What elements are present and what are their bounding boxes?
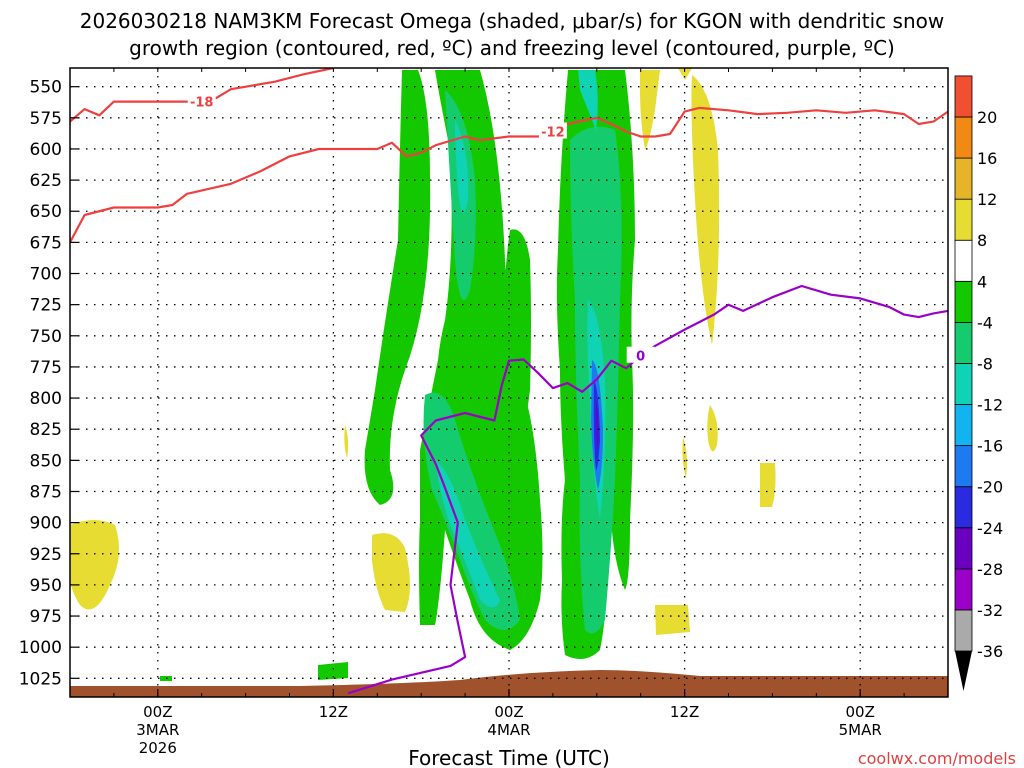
colorbar-swatch	[954, 527, 973, 570]
y-axis-ticks: 550 575 600 625 650 675 700 725 750 775 800 825 850 8…	[19, 78, 78, 689]
colorbar-tick-label: 8	[977, 231, 987, 250]
colorbar-min-arrow	[955, 651, 972, 691]
y-tick-label: 650	[30, 202, 62, 222]
plot-area: -18 -12 0	[70, 68, 948, 697]
omega-negative-area	[423, 392, 520, 630]
omega-positive-blob	[682, 437, 687, 478]
x-tick-date: 5MAR	[839, 721, 882, 739]
colorbar-tick-label: 4	[977, 272, 987, 291]
omega-negative-area	[364, 70, 431, 505]
colorbar-tick-label: 12	[977, 190, 997, 209]
colorbar-tick-label: -32	[977, 601, 1003, 620]
colorbar-tick-label: -4	[977, 313, 993, 332]
contour-lines: -18 -12 0	[70, 68, 948, 695]
contour-label-bg	[538, 122, 567, 139]
contour-label-bg	[187, 92, 216, 109]
colorbar-swatch	[954, 75, 973, 118]
omega-negative-area	[435, 460, 500, 608]
colorbar-swatch	[954, 321, 973, 364]
colorbar-swatch	[954, 157, 973, 200]
x-tick-year: 2026	[139, 739, 177, 757]
contour-label-bg	[626, 346, 655, 363]
y-tick-label: 825	[30, 420, 62, 440]
colorbar-tick-label: -8	[977, 354, 993, 373]
y-tick-label: 775	[30, 358, 62, 378]
colorbar-swatch	[954, 404, 973, 447]
colorbar-swatch	[954, 280, 973, 323]
colorbar-tick-label: 20	[977, 108, 997, 127]
y-tick-label: 850	[30, 451, 62, 471]
y-tick-label: 875	[30, 482, 62, 502]
colorbar-tick-label: -28	[977, 560, 1003, 579]
y-tick-label: 625	[30, 171, 62, 191]
y-tick-label: 975	[30, 607, 62, 627]
y-tick-label: 1025	[19, 669, 62, 689]
x-tick-date: 3MAR	[136, 721, 179, 739]
omega-positive-blob	[344, 425, 349, 458]
x-tick-label: 12Z	[670, 703, 699, 721]
contour-label: -18	[190, 96, 214, 111]
chart-title-line2: growth region (contoured, red, ºC) and f…	[129, 36, 895, 60]
vertical-gridlines	[157, 68, 861, 697]
x-tick-label: 12Z	[319, 703, 348, 721]
colorbar-swatch	[954, 486, 973, 529]
x-tick-label: 00Z	[494, 703, 523, 721]
colorbar-tick-label: -24	[977, 519, 1003, 538]
colorbar-swatch	[954, 609, 973, 652]
y-tick-label: 900	[30, 514, 62, 534]
y-tick-label: 550	[30, 78, 62, 98]
colorbar-tick-label: -36	[977, 642, 1003, 661]
y-tick-label: 925	[30, 545, 62, 565]
colorbar-swatch	[954, 363, 973, 405]
y-tick-label: 675	[30, 233, 62, 253]
colorbar-tick-label: -20	[977, 478, 1003, 497]
x-axis-label: Forecast Time (UTC)	[408, 746, 610, 768]
colorbar-swatch	[954, 445, 973, 488]
y-tick-label: 725	[30, 296, 62, 316]
omega-positive-blob	[372, 533, 410, 612]
omega-negative-area	[578, 70, 598, 130]
colorbar-tick-label: -12	[977, 396, 1003, 415]
ground-terrain	[70, 670, 948, 697]
x-tick-label: 00Z	[846, 703, 875, 721]
omega-positive-blob	[655, 605, 690, 635]
omega-positive-blob	[640, 70, 660, 150]
y-tick-label: 700	[30, 265, 62, 285]
colorbar-swatch	[954, 568, 973, 611]
x-tick-date: 4MAR	[487, 721, 530, 739]
y-tick-label: 800	[30, 389, 62, 409]
omega-negative-area	[596, 400, 599, 450]
y-tick-label: 1000	[19, 638, 62, 658]
freezing-level-contour	[347, 284, 948, 695]
x-tick-label: 00Z	[143, 703, 172, 721]
colorbar: -36 -32 -28 -24 -20 -16 -12 -8 -4 4 8 12 16 20	[954, 75, 1003, 691]
omega-negative-area	[503, 229, 531, 450]
omega-positive-blob	[691, 75, 720, 345]
y-tick-label: 750	[30, 327, 62, 347]
colorbar-swatch	[954, 116, 973, 159]
omega-positive-blob	[707, 405, 718, 452]
colorbar-tick-label: -16	[977, 437, 1003, 456]
contour-label: -12	[541, 126, 565, 141]
credit-text: coolwx.com/models	[858, 749, 1016, 768]
y-tick-label: 950	[30, 576, 62, 596]
contour-label: 0	[636, 350, 645, 365]
y-tick-label: 600	[30, 140, 62, 160]
omega-positive-blob	[760, 463, 776, 507]
colorbar-swatch	[954, 239, 973, 282]
omega-negative-area	[318, 662, 348, 680]
y-tick-label: 575	[30, 109, 62, 129]
omega-positive-blob	[70, 520, 119, 610]
omega-negative-area	[455, 120, 469, 213]
omega-shaded-field	[70, 68, 948, 697]
omega-positive-blob	[678, 68, 692, 80]
colorbar-tick-label: 16	[977, 149, 997, 168]
chart-title-line1: 2026030218 NAM3KM Forecast Omega (shaded…	[80, 9, 944, 33]
colorbar-swatch	[954, 198, 973, 241]
